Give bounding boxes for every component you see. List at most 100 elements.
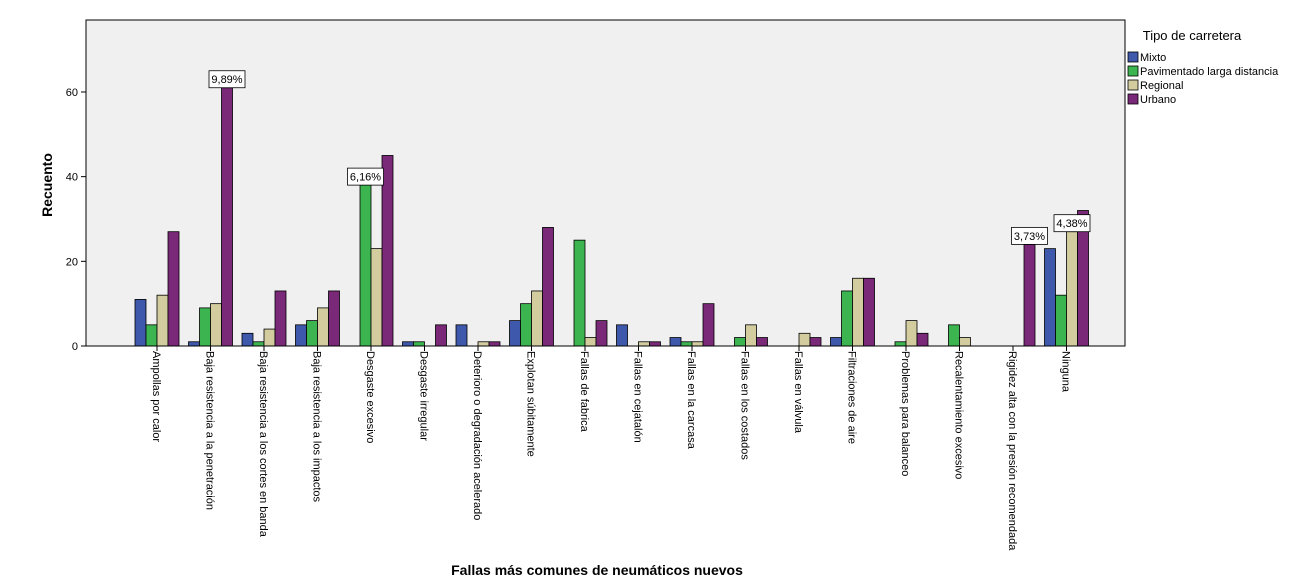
y-axis-ticks: 0 20 40 60 [66, 87, 86, 353]
x-tick-label: Deterioro o degradación acelerado [471, 351, 483, 520]
bar-3-12 [809, 337, 822, 347]
annotation-label: 9,89% [211, 74, 242, 86]
bar-0-7 [509, 320, 521, 347]
bar-3-3 [328, 290, 340, 347]
bar-3-16 [1023, 243, 1036, 347]
bar-2-8 [584, 337, 597, 347]
bar-3-7 [542, 227, 554, 347]
legend-label: Urbano [1140, 94, 1176, 106]
bar-1-14 [894, 341, 907, 347]
bar-1-7 [520, 303, 532, 347]
x-tick-label: Desgaste irregular [418, 351, 430, 441]
y-axis-title: Recuento [39, 153, 55, 217]
bar-0-9 [616, 324, 628, 347]
legend: Tipo de carretera Mixto Pavimentado larga… [1127, 28, 1279, 106]
x-tick-label: Ampollas por calor [150, 351, 162, 442]
x-tick-label: Desgaste excesivo [364, 351, 376, 443]
plot-area [85, 19, 1126, 347]
annotation-box [1011, 226, 1048, 245]
bar-2-0 [156, 294, 169, 347]
x-tick-label: Explotan súbitamente [525, 351, 537, 457]
bar-2-13 [852, 277, 864, 347]
x-tick-label: Baja resistencia a los cortes en banda [257, 351, 269, 538]
y-tick-label: 40 [66, 172, 78, 184]
legend-swatch [1127, 51, 1139, 63]
bar-1-4 [359, 184, 372, 347]
bar-1-3 [306, 320, 318, 347]
bar-3-6 [488, 341, 501, 347]
bar-3-14 [916, 332, 929, 347]
x-tick-label: Fallas en válvula [792, 351, 804, 434]
bar-3-13 [863, 277, 875, 347]
x-tick-label: Problemas para balanceo [899, 351, 911, 476]
bar-1-0 [145, 324, 158, 347]
x-tick-label: Recalentamiento excesivo [953, 351, 965, 479]
legend-label: Regional [1140, 80, 1183, 92]
legend-label: Pavimentado larga distancia [1140, 66, 1279, 78]
annotation-label: 4,38% [1056, 218, 1087, 230]
bar-3-9 [649, 341, 661, 347]
bar-2-10 [691, 341, 704, 347]
x-tick-label: Baja resistencia a los impactos [311, 351, 323, 503]
bar-2-1 [210, 303, 222, 347]
x-tick-label: Rigidez alta con la presión recomendada [1006, 351, 1018, 551]
legend-title: Tipo de carretera [1143, 28, 1242, 43]
bar-2-7 [531, 290, 543, 347]
bar-1-17 [1055, 294, 1067, 347]
bar-0-6 [455, 324, 468, 347]
bar-1-2 [252, 341, 265, 347]
bar-3-1 [221, 87, 233, 347]
x-axis-title: Fallas más comunes de neumáticos nuevos [451, 562, 743, 578]
bar-0-1 [188, 341, 200, 347]
bar-3-10 [702, 303, 715, 347]
bar-1-5 [413, 341, 425, 347]
bar-3-5 [435, 324, 447, 347]
annotation-box [208, 70, 246, 89]
bar-3-11 [756, 337, 768, 347]
legend-swatch [1127, 93, 1139, 105]
y-tick-label: 60 [66, 87, 78, 99]
y-tick-label: 20 [66, 256, 78, 268]
annotation-label: 3,73% [1014, 231, 1045, 243]
legend-swatch [1127, 79, 1139, 91]
annotation-label: 6,16% [350, 172, 381, 184]
bar-2-17 [1066, 231, 1078, 347]
bar-3-8 [595, 320, 608, 347]
bar-1-10 [680, 341, 693, 347]
bar-2-14 [905, 320, 918, 347]
legend-swatch [1127, 65, 1139, 77]
bar-0-2 [241, 332, 254, 347]
x-tick-label: Fallas en los costados [739, 351, 751, 460]
x-tick-label: Fallas de fabrica [578, 351, 590, 433]
bar-2-15 [959, 337, 971, 347]
x-tick-label: Baja resistencia a la penetración [204, 351, 216, 510]
x-tick-label: Fallas en la carcasa [685, 351, 697, 450]
x-axis-labels: Ampollas por calor Baja resistencia a la … [150, 346, 1072, 551]
bar-1-13 [841, 290, 853, 347]
bar-2-11 [745, 324, 757, 347]
bar-3-2 [274, 290, 287, 347]
annotations-group: 9,89% 6,16% 3,73% 4,38% [208, 70, 1091, 245]
bar-1-8 [573, 239, 586, 347]
bar-0-13 [830, 337, 842, 347]
bar-2-6 [477, 341, 490, 347]
x-tick-label: Ninguna [1060, 351, 1072, 393]
bar-0-0 [134, 299, 147, 347]
bar-2-12 [798, 332, 811, 347]
bars-group [134, 87, 1089, 347]
bar-2-3 [317, 307, 329, 347]
y-tick-label: 0 [72, 341, 78, 353]
bar-0-3 [295, 324, 307, 347]
bar-0-5 [402, 341, 414, 347]
bar-1-1 [199, 307, 211, 347]
bar-0-10 [669, 337, 682, 347]
x-tick-label: Filtraciones de aire [846, 351, 858, 444]
bar-2-9 [638, 341, 650, 347]
x-tick-label: Fallas en cejatalón [632, 351, 644, 443]
bar-3-0 [167, 231, 180, 347]
annotation-box [347, 167, 384, 186]
bar-2-2 [263, 328, 276, 347]
bar-2-4 [370, 248, 383, 347]
bar-1-15 [948, 324, 960, 347]
